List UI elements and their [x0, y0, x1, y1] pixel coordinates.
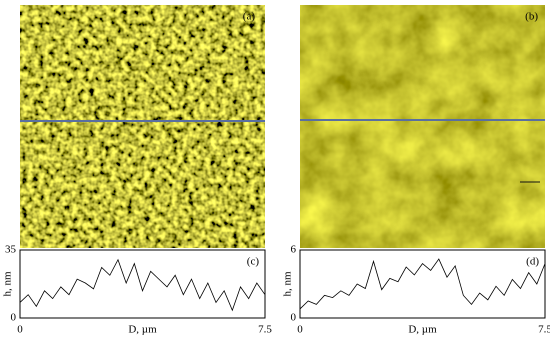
- x-tick-label: 0: [297, 324, 303, 336]
- y-tick-label: 6: [291, 244, 297, 256]
- x-tick-label: 7.5: [258, 324, 272, 336]
- plot-frame: [299, 249, 546, 319]
- y-tick-label: 35: [5, 244, 17, 256]
- profile-line: [299, 258, 546, 310]
- x-tick-label: 7.5: [538, 324, 550, 336]
- x-axis-label: D, µm: [128, 324, 157, 336]
- y-tick-label: 0: [291, 312, 297, 324]
- y-axis-label: h, nm: [2, 271, 14, 297]
- panel-label: (a): [243, 11, 256, 23]
- x-tick-label: 0: [17, 324, 23, 336]
- y-tick-label: 0: [11, 312, 17, 324]
- panel-label: (b): [525, 11, 538, 23]
- y-axis-label: h, nm: [282, 271, 294, 297]
- profile-line: [19, 258, 266, 312]
- panel-label: (c): [247, 256, 260, 268]
- afm-image-b: (b): [300, 5, 545, 248]
- panel-label: (d): [526, 256, 539, 268]
- plot-frame: [19, 249, 266, 319]
- x-axis-label: D, µm: [408, 324, 437, 336]
- afm-image-a: (a): [20, 5, 265, 248]
